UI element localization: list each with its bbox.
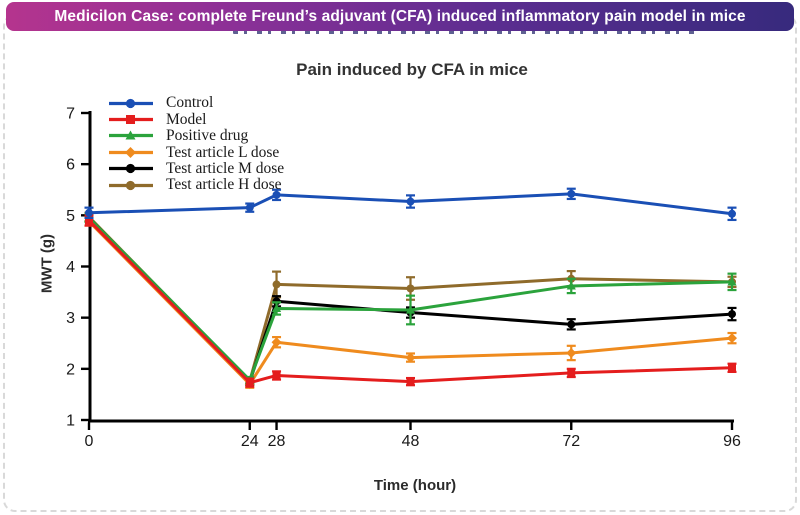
legend-item-label: Control <box>166 94 214 112</box>
svg-text:2: 2 <box>66 361 75 378</box>
banner-title: Medicilon Case: complete Freund’s adjuva… <box>54 7 746 25</box>
legend-item: Control <box>108 95 284 111</box>
legend-item: Positive drug <box>108 128 284 144</box>
svg-text:4: 4 <box>66 259 75 276</box>
header-banner: Medicilon Case: complete Freund’s adjuva… <box>6 2 794 31</box>
legend-marker-icon <box>109 146 153 158</box>
cropped-text-artifact <box>233 30 695 34</box>
svg-text:5: 5 <box>66 208 75 225</box>
legend-item: Test article H dose <box>108 177 284 193</box>
svg-text:96: 96 <box>723 433 741 450</box>
legend-marker-icon <box>109 98 153 108</box>
legend: Control Model Positive drug Test article L … <box>108 95 284 193</box>
chart-title: Pain induced by CFA in mice <box>296 60 528 79</box>
svg-text:72: 72 <box>562 433 580 450</box>
legend-marker-icon <box>109 115 153 125</box>
legend-item-label: Positive drug <box>166 127 249 145</box>
svg-text:24: 24 <box>241 433 259 450</box>
svg-text:3: 3 <box>66 310 75 327</box>
legend-item-label: Test article M dose <box>166 160 285 177</box>
legend-marker-icon <box>109 164 153 174</box>
legend-marker-icon <box>109 130 153 140</box>
svg-text:6: 6 <box>66 157 75 174</box>
legend-marker-icon <box>109 180 153 190</box>
svg-text:7: 7 <box>66 106 75 123</box>
x-axis-title: Time (hour) <box>373 477 457 494</box>
legend-item: Test article L dose <box>108 144 284 160</box>
legend-item: Model <box>108 111 284 127</box>
svg-text:0: 0 <box>85 433 94 450</box>
legend-item-label: Model <box>166 110 207 128</box>
svg-text:1: 1 <box>66 413 75 430</box>
legend-item-label: Test article L dose <box>166 143 280 161</box>
legend-item-label: Test article H dose <box>166 176 282 194</box>
y-axis-title: MWT (g) <box>38 233 56 294</box>
svg-text:48: 48 <box>402 433 420 450</box>
svg-text:28: 28 <box>268 433 286 450</box>
legend-item: Test article M dose <box>108 161 284 177</box>
